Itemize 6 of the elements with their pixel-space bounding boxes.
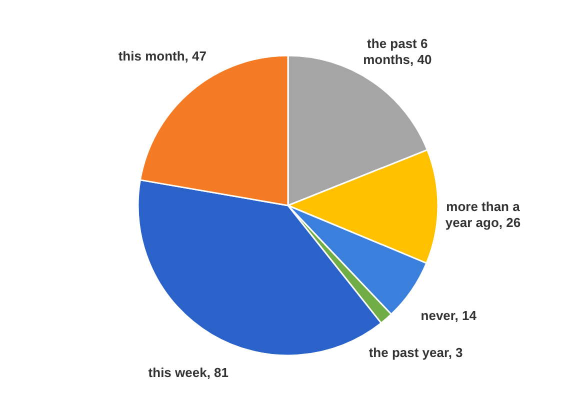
slice-label: this month, 47 [118, 48, 206, 64]
slice-label: this week, 81 [148, 365, 229, 380]
slice-label: the past year, 3 [368, 344, 463, 360]
slice-label: never, 14 [420, 308, 478, 324]
slice-label: more than a year ago, 26 [445, 198, 521, 230]
slice-label: the past 6 months, 40 [363, 36, 432, 68]
